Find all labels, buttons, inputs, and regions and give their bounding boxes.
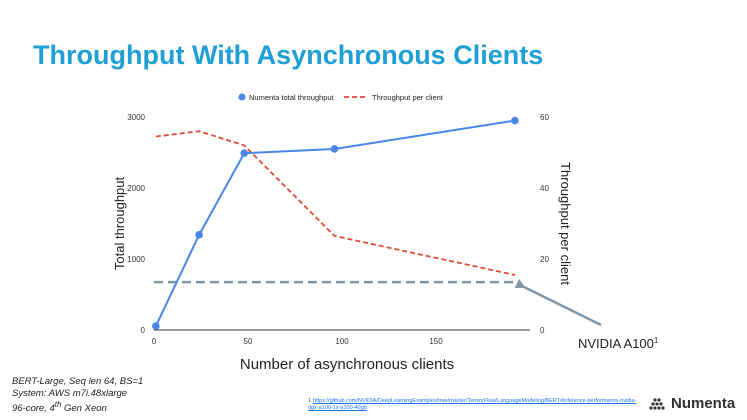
brand-logo: Numenta — [648, 395, 735, 412]
x-tick-label-1: 50 — [244, 337, 253, 346]
footnote-cpu-core: 96-core, 4 — [12, 403, 55, 415]
y-right-tick-label-1: 20 — [540, 255, 549, 264]
y-left-tick-label-0: 0 — [141, 326, 146, 335]
benchmark-footnote: BERT-Large, Seq len 64, BS=1 System: AWS… — [12, 376, 143, 415]
numenta-logo-icon — [649, 397, 665, 410]
x-axis-title: Number of asynchronous clients — [240, 356, 454, 373]
annotation-superscript: 1 — [654, 336, 659, 345]
series-total-point-2 — [240, 149, 249, 158]
y-left-axis-title: Total throughput — [112, 176, 127, 270]
reference-link[interactable]: https://github.com/NVIDIA/DeepLearningEx… — [308, 398, 637, 411]
annotation-text: NVIDIA A100 — [578, 336, 654, 351]
x-tick-label-2: 100 — [335, 337, 349, 346]
series-total-point-3 — [330, 145, 339, 153]
footnote-cpu-sup: th — [54, 400, 62, 409]
y-right-tick-label-0: 0 — [540, 326, 545, 335]
chart-axes: 0 50 100 150 0 1000 2000 3000 0 20 40 60 Number of a… — [112, 113, 573, 373]
x-tick-label-3: 150 — [429, 337, 443, 346]
footnote-cpu: 96-core, 4th Gen Xeon — [12, 399, 143, 415]
legend-label-total: Numenta total throughput — [249, 93, 335, 102]
legend-label-per-client: Throughput per client — [372, 93, 444, 102]
annotation-arrow — [514, 278, 602, 327]
legend-marker-total — [238, 93, 246, 101]
x-tick-label-0: 0 — [152, 337, 157, 346]
series-per-client-line — [155, 130, 516, 276]
reference-footnote: 1 https://github.com/NVIDIA/DeepLearningE… — [308, 398, 638, 412]
footnote-system: System: AWS m7i.48xlarge — [12, 387, 128, 399]
footnote-cpu-gen: Gen Xeon — [61, 403, 107, 415]
series-total-point-4 — [511, 116, 519, 125]
y-right-axis-title: Throughput per client — [558, 162, 573, 285]
series-total-point-0 — [152, 322, 160, 330]
y-right-tick-label-2: 40 — [540, 184, 549, 193]
chart-legend: Numenta total throughput Throughput per c… — [238, 93, 444, 102]
y-right-tick-label-3: 60 — [540, 113, 549, 122]
reference-number: 1 — [308, 398, 312, 404]
y-left-tick-label-2: 2000 — [127, 184, 145, 193]
series-total-point-1 — [195, 231, 203, 239]
slide-title: Throughput With Asynchronous Clients — [33, 40, 544, 70]
footnote-model: BERT-Large, Seq len 64, BS=1 — [12, 376, 144, 387]
brand-name: Numenta — [671, 395, 736, 412]
annotation-nvidia-a100: NVIDIA A1001 — [578, 336, 659, 351]
y-left-tick-label-1: 1000 — [127, 255, 145, 264]
chart-marks: NVIDIA A1001 — [152, 116, 659, 351]
y-left-tick-label-3: 3000 — [127, 113, 145, 122]
